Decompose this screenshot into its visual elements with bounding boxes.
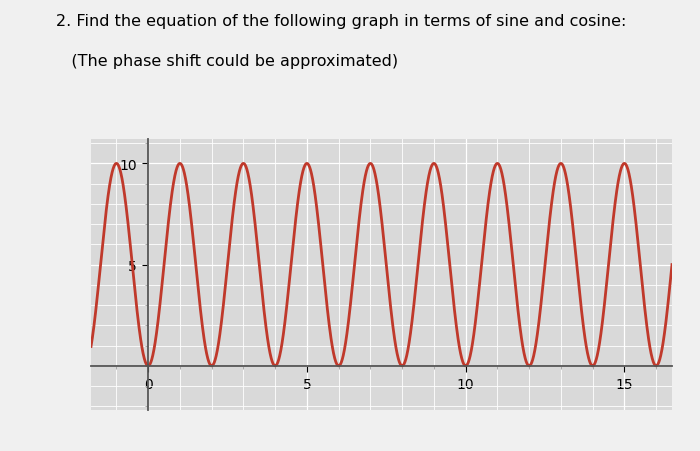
Text: 2. Find the equation of the following graph in terms of sine and cosine:: 2. Find the equation of the following gr… — [56, 14, 626, 28]
Text: (The phase shift could be approximated): (The phase shift could be approximated) — [56, 54, 398, 69]
